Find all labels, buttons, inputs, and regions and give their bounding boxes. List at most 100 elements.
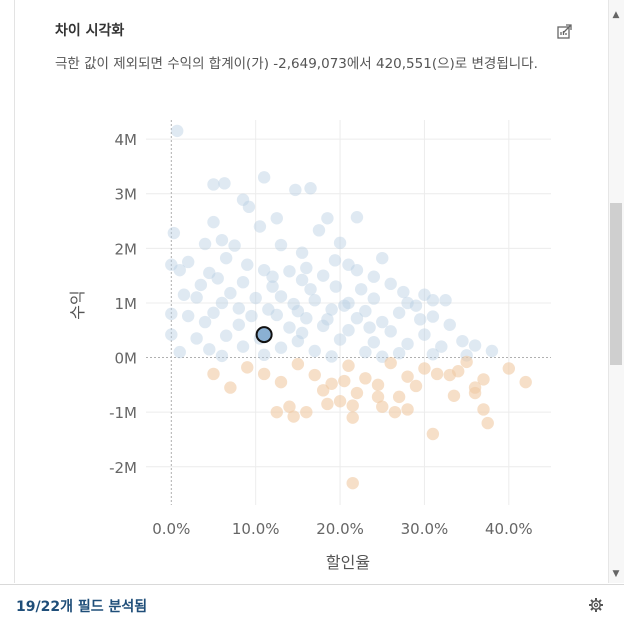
footer-bar: 19/22개 필드 분석됨 [0, 584, 624, 624]
scatter-point [177, 288, 191, 301]
chevron-down-icon[interactable]: ▼ [612, 569, 620, 579]
scatter-point [274, 238, 288, 252]
x-tick-labels: 0.0% 10.0% 20.0% 30.0% 40.0% [152, 520, 532, 538]
scatter-point [426, 310, 440, 323]
chart-grid [146, 120, 551, 505]
scatter-point [392, 390, 406, 404]
scatter-point [359, 304, 372, 318]
chevron-up-icon[interactable]: ▲ [612, 10, 620, 20]
y-tick-label: 3M [115, 186, 138, 204]
scatter-point [342, 359, 355, 372]
scatter-point [257, 263, 271, 277]
scatter-point [194, 278, 208, 292]
scatter-point [363, 321, 376, 334]
scatter-point [481, 416, 494, 430]
scatter-point [274, 290, 288, 303]
scatter-point [165, 258, 178, 271]
scatter-point [287, 297, 300, 311]
gear-icon[interactable] [588, 597, 604, 613]
scatter-point [266, 280, 279, 293]
scatter-point [392, 306, 406, 319]
scatter-point [485, 344, 499, 358]
scatter-point [350, 386, 364, 400]
scatter-point [308, 368, 321, 382]
scatter-point [414, 313, 427, 326]
scatter-point [312, 224, 326, 237]
scatter-point [291, 334, 305, 348]
scatter-point [447, 389, 461, 402]
scatter-point [342, 258, 355, 271]
scatter-point [426, 294, 440, 307]
x-tick-label: 30.0% [401, 520, 449, 538]
scatter-point [376, 400, 389, 413]
scrollbar-thumb[interactable] [610, 203, 622, 365]
share-icon[interactable] [556, 22, 574, 40]
highlight-point [255, 326, 273, 344]
scatter-point [443, 368, 456, 382]
scatter-point [257, 367, 271, 381]
scatter-point [384, 356, 397, 370]
scatter-point [308, 294, 321, 307]
scatter-point [219, 251, 233, 265]
scatter-point [338, 299, 351, 312]
scatter-point [295, 273, 309, 287]
x-tick-label: 20.0% [316, 520, 364, 538]
scatter-point [316, 269, 330, 282]
scatter-point [401, 403, 414, 416]
scatter-point [257, 171, 271, 184]
scatter-point [218, 177, 231, 190]
scatter-point [289, 183, 302, 197]
y-tick-label: 4M [115, 131, 138, 149]
scatter-point [257, 348, 271, 362]
scatter-point [224, 381, 237, 394]
scatter-point [316, 319, 330, 333]
scatter-point [333, 236, 347, 250]
scatter-point [456, 334, 469, 348]
scatter-point [291, 304, 305, 318]
scatter-point [477, 373, 490, 386]
scatter-point [241, 258, 254, 271]
scatter-point [287, 410, 300, 423]
fields-analyzed-label[interactable]: 19/22개 필드 분석됨 [16, 599, 148, 615]
scatter-point [211, 272, 224, 285]
scatter-point [346, 399, 359, 412]
scatter-point [207, 306, 220, 319]
scatter-point [165, 328, 178, 341]
variance-panel: 차이 시각화 극한 값이 제외되면 수익의 합계이(가) -2,649,073에… [14, 0, 574, 583]
scatter-point [283, 265, 296, 278]
chart-points [165, 124, 532, 490]
scatter-point [401, 370, 414, 383]
scatter-point [207, 178, 220, 191]
scatter-point [426, 348, 440, 361]
scatter-point [519, 375, 532, 389]
scatter-point [350, 263, 364, 277]
scatter-point [219, 329, 233, 342]
scatter-point [342, 324, 355, 337]
scatter-point [443, 318, 456, 331]
scatter-point [249, 291, 262, 305]
scatter-point [328, 254, 342, 267]
scatter-point [418, 362, 431, 375]
scatter-point [198, 237, 212, 251]
scatter-point [308, 344, 321, 358]
scatter-point [270, 405, 283, 419]
scatter-point [181, 255, 195, 269]
scatter-point [181, 309, 195, 323]
y-tick-label: 1M [115, 295, 138, 313]
scatter-point [171, 124, 184, 138]
scatter-point [295, 246, 309, 259]
scatter-point [300, 405, 313, 419]
scatter-point [477, 403, 490, 416]
scatter-point [371, 390, 385, 404]
scatter-point [173, 263, 186, 277]
scatter-point [236, 340, 250, 353]
scatter-point [232, 302, 246, 315]
scatter-point [367, 270, 381, 283]
scatter-point [401, 296, 414, 310]
panel-description: 극한 값이 제외되면 수익의 합계이(가) -2,649,073에서 420,5… [55, 56, 538, 72]
scatter-point [359, 372, 372, 385]
y-tick-label: -1M [109, 404, 137, 422]
scatter-point [321, 212, 334, 225]
scatter-point [359, 345, 372, 359]
scatter-point [198, 315, 212, 329]
